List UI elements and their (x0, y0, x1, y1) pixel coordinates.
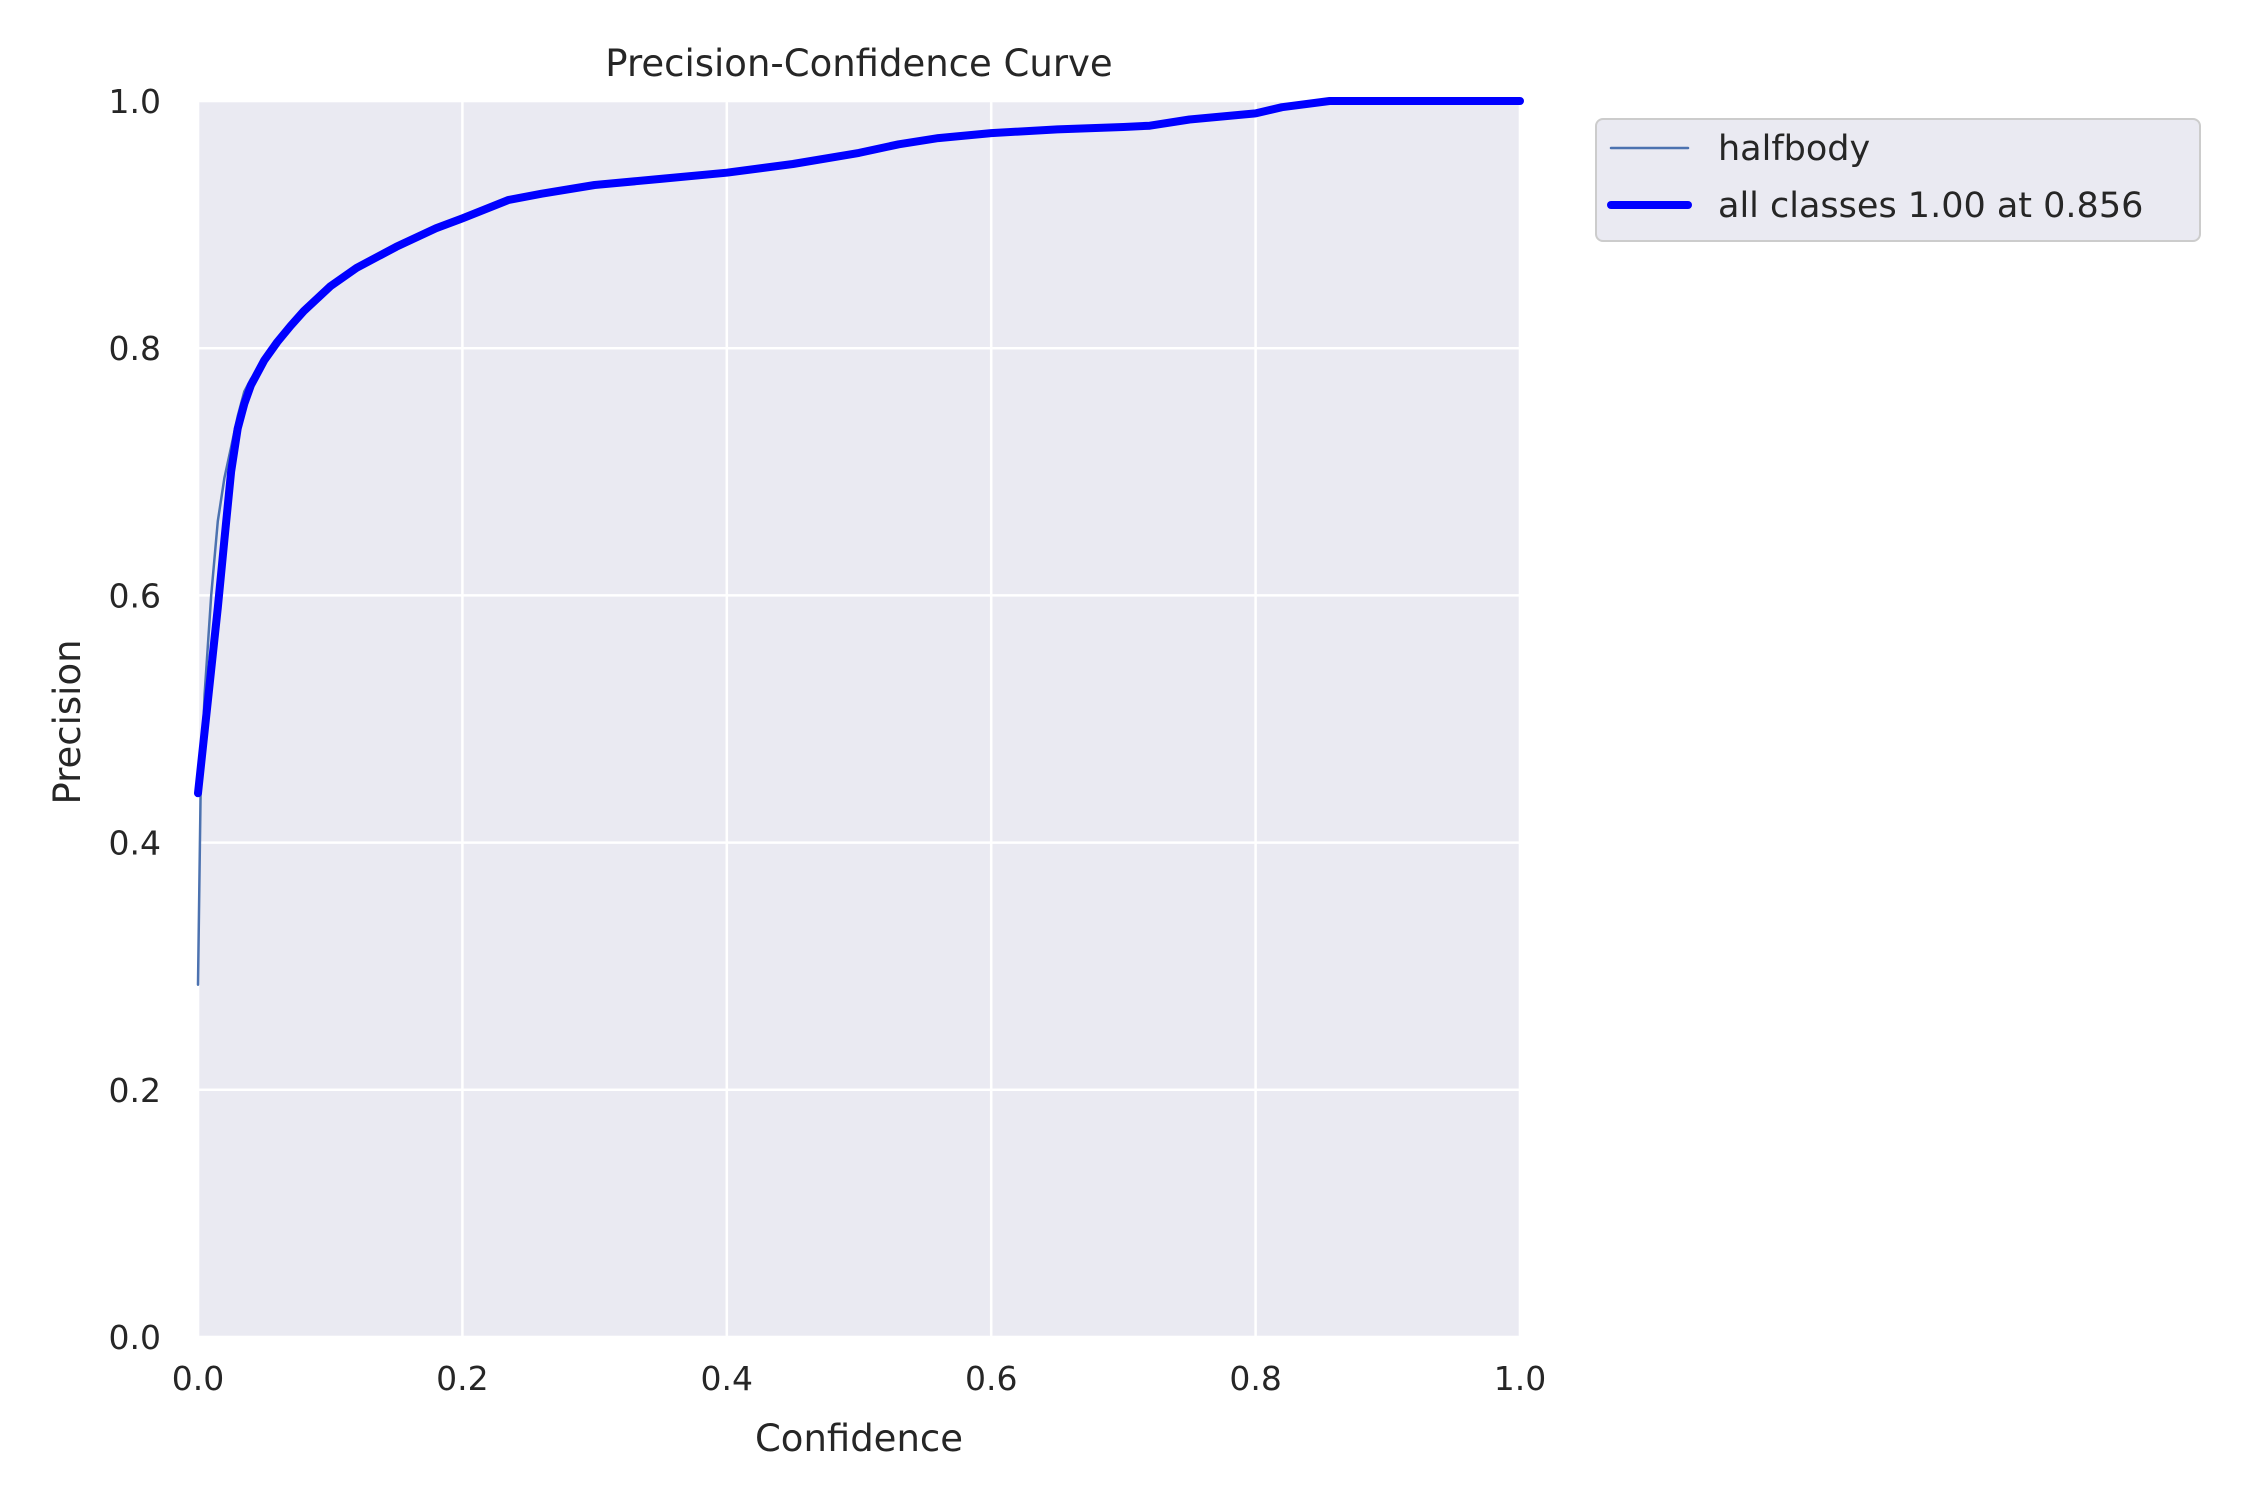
grid-lines (196, 99, 1522, 1339)
chart-title: Precision-Confidence Curve (605, 42, 1112, 85)
y-axis-label: Precision (46, 639, 89, 804)
series-layer (194, 97, 1524, 986)
y-tick-label: 0.4 (109, 824, 161, 863)
x-tick-label: 0.8 (1229, 1359, 1281, 1398)
y-tick-label: 0.2 (109, 1071, 161, 1110)
x-tick-label: 0.6 (965, 1359, 1017, 1398)
plot-background (198, 101, 1520, 1337)
legend-halfbody-label: halfbody (1718, 129, 1870, 169)
x-tick-label: 0.0 (172, 1359, 224, 1398)
y-tick-label: 1.0 (109, 82, 161, 121)
y-tick-label: 0.8 (109, 329, 161, 368)
y-tick-label: 0.6 (109, 576, 161, 615)
tick-labels: 0.0 0.2 0.4 0.6 0.8 1.0 0.0 0.2 0.4 0.6 0.8 1.0 (109, 82, 1547, 1398)
legend: halfbody all classes 1.00 at 0.856 (1595, 118, 2201, 242)
x-tick-label: 1.0 (1494, 1359, 1546, 1398)
legend-all-classes-label: all classes 1.00 at 0.856 (1718, 186, 2143, 226)
x-axis-label: Confidence (755, 1417, 963, 1460)
legend-box (1595, 118, 2201, 242)
all-classes-series-line (194, 97, 1524, 798)
x-tick-label: 0.2 (436, 1359, 488, 1398)
y-tick-label: 0.0 (109, 1318, 161, 1357)
x-tick-label: 0.4 (701, 1359, 753, 1398)
